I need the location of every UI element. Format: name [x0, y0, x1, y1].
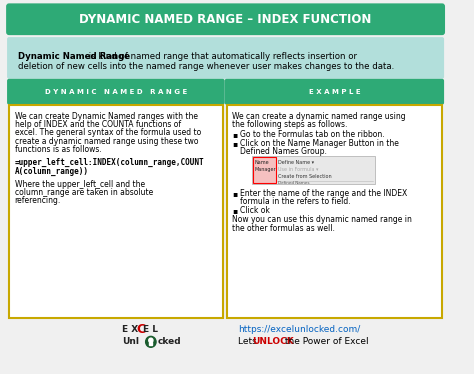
Text: the other formulas as well.: the other formulas as well.	[232, 224, 335, 233]
Bar	[252, 156, 375, 184]
Text: Define Name ▾: Define Name ▾	[278, 160, 314, 165]
Text: https://excelunlocked.com/: https://excelunlocked.com/	[238, 325, 360, 334]
Text: E X: E X	[122, 325, 139, 334]
Text: E L: E L	[143, 325, 158, 334]
Text: C: C	[137, 324, 146, 337]
Text: Enter the name of the range and the INDEX: Enter the name of the range and the INDE…	[240, 189, 407, 198]
FancyBboxPatch shape	[225, 79, 444, 105]
Text: Go to the Formulas tab on the ribbon.: Go to the Formulas tab on the ribbon.	[240, 130, 384, 139]
FancyBboxPatch shape	[9, 105, 223, 318]
Text: column_range are taken in absolute: column_range are taken in absolute	[15, 188, 153, 197]
FancyBboxPatch shape	[227, 105, 442, 318]
Text: Lets: Lets	[238, 337, 259, 346]
Text: D Y N A M I C   N A M E D   R A N G E: D Y N A M I C N A M E D R A N G E	[45, 89, 187, 95]
Text: =upper_left_cell:INDEX(column_range,COUNT: =upper_left_cell:INDEX(column_range,COUN…	[15, 158, 204, 167]
Text: Unl: Unl	[122, 337, 139, 346]
Text: functions is as follows.: functions is as follows.	[15, 145, 101, 154]
Text: excel. The general syntax of the formula used to: excel. The general syntax of the formula…	[15, 128, 201, 137]
Text: Defined Names: Defined Names	[278, 181, 309, 185]
Text: deletion of new cells into the named range whenever user makes changes to the da: deletion of new cells into the named ran…	[18, 62, 395, 71]
FancyBboxPatch shape	[6, 3, 445, 35]
Text: UNLOCK: UNLOCK	[252, 337, 294, 346]
Text: Now you can use this dynamic named range in: Now you can use this dynamic named range…	[232, 215, 412, 224]
FancyBboxPatch shape	[7, 79, 225, 105]
Text: ▪: ▪	[232, 189, 237, 198]
FancyBboxPatch shape	[7, 37, 444, 79]
Text: ▪: ▪	[232, 130, 237, 139]
Text: Manager: Manager	[255, 167, 276, 172]
Circle shape	[149, 338, 153, 343]
Text: ▪: ▪	[232, 139, 237, 148]
Text: Create from Selection: Create from Selection	[278, 174, 331, 179]
Text: Defined Names Group.: Defined Names Group.	[240, 147, 327, 156]
Text: Name: Name	[255, 160, 270, 165]
Text: ▪: ▪	[232, 206, 237, 215]
Text: A(column_range)): A(column_range))	[15, 167, 89, 176]
Text: the following steps as follows.: the following steps as follows.	[232, 120, 347, 129]
Text: Use in Formula ▾: Use in Formula ▾	[278, 167, 318, 172]
Text: We can create Dynamic Named ranges with the: We can create Dynamic Named ranges with …	[15, 111, 198, 120]
Text: DYNAMIC NAMED RANGE – INDEX FUNCTION: DYNAMIC NAMED RANGE – INDEX FUNCTION	[79, 13, 372, 26]
Text: Where the upper_left_cell and the: Where the upper_left_cell and the	[15, 180, 145, 188]
Bar	[253, 157, 276, 183]
Text: Click ok: Click ok	[240, 206, 270, 215]
Text: E X A M P L E: E X A M P L E	[309, 89, 360, 95]
Text: create a dynamic named range using these two: create a dynamic named range using these…	[15, 137, 198, 146]
Text: Dynamic Named Range: Dynamic Named Range	[18, 52, 130, 61]
Text: formula in the refers to field.: formula in the refers to field.	[240, 197, 350, 206]
Text: the Power of Excel: the Power of Excel	[283, 337, 369, 346]
Circle shape	[146, 336, 156, 347]
Text: referencing.: referencing.	[15, 196, 61, 205]
Text: We can create a dynamic named range using: We can create a dynamic named range usin…	[232, 111, 406, 120]
Text: is kind of named range that automatically reflects insertion or: is kind of named range that automaticall…	[86, 52, 356, 61]
Text: help of INDEX and the COUNTA functions of: help of INDEX and the COUNTA functions o…	[15, 120, 181, 129]
Text: Click on the Name Manager Button in the: Click on the Name Manager Button in the	[240, 139, 399, 148]
Bar	[149, 342, 152, 345]
Text: cked: cked	[157, 337, 181, 346]
